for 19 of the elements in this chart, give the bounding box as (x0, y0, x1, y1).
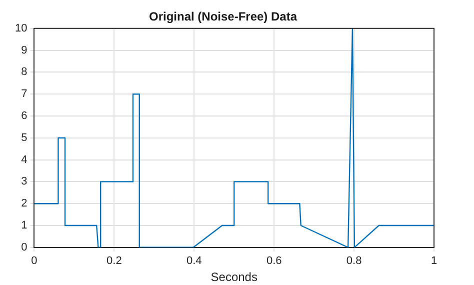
y-tick-label: 2 (21, 198, 28, 210)
x-tick-label: 0.2 (106, 255, 122, 268)
y-tick-label: 5 (21, 132, 28, 144)
x-tick-label: 0.6 (266, 255, 282, 268)
y-tick-label: 4 (21, 154, 28, 166)
x-tick-label: 0.8 (346, 255, 362, 268)
y-tick-label: 7 (21, 88, 28, 100)
y-tick-label: 9 (21, 44, 28, 56)
x-tick-label: 0 (31, 255, 38, 268)
x-tick-label: 1 (430, 255, 438, 268)
y-tick-label: 6 (21, 110, 28, 122)
x-axis-title: Seconds (210, 270, 258, 284)
chart-title: Original (Noise-Free) Data (148, 10, 298, 24)
x-tick-label: 0.4 (186, 255, 202, 268)
y-tick-label: 0 (21, 241, 28, 254)
y-tick-label: 3 (21, 176, 28, 188)
y-tick-label: 8 (21, 66, 28, 78)
y-tick-label: 1 (21, 220, 28, 232)
y-tick-label: 10 (14, 22, 28, 34)
